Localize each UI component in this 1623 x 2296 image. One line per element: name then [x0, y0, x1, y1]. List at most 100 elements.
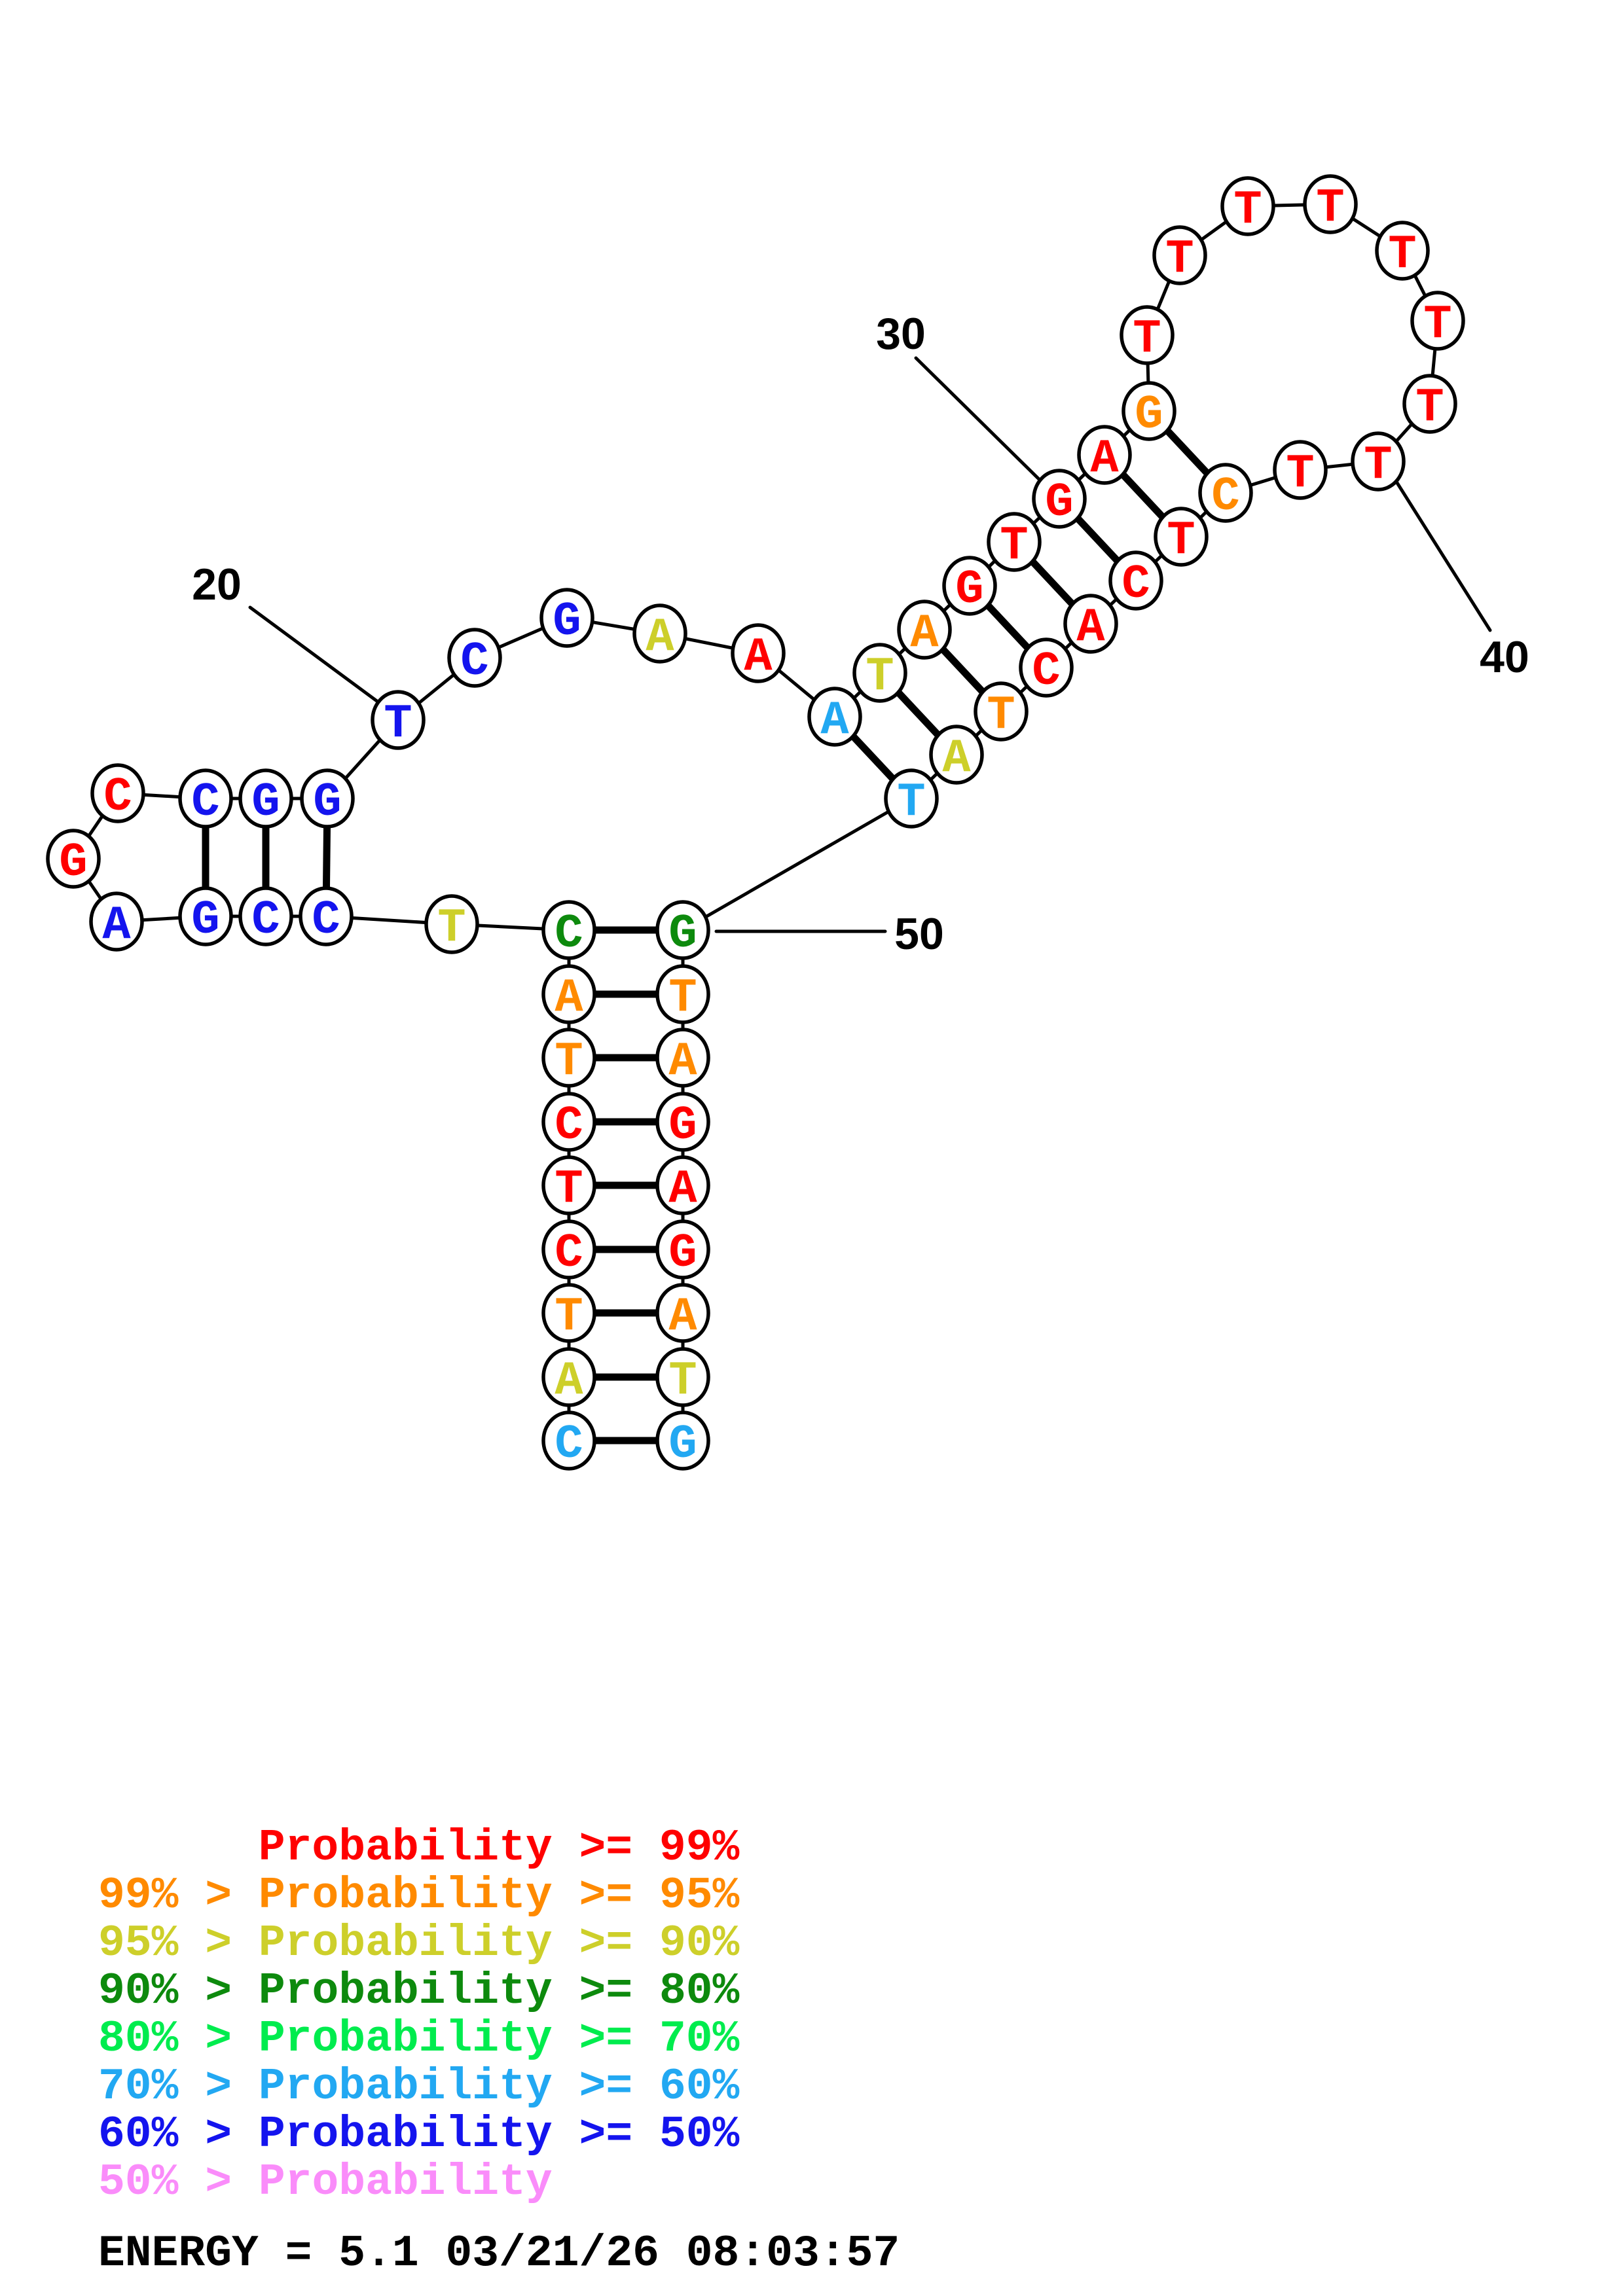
nucleotide: G: [178, 886, 233, 947]
nucleotide-base: A: [646, 611, 674, 664]
nucleotide-circle: [655, 1028, 710, 1088]
nucleotide-circle: [655, 1283, 710, 1343]
nucleotide-circle: [1303, 174, 1358, 234]
nucleotide: T: [1273, 440, 1328, 501]
nucleotide-circle: [1198, 463, 1253, 523]
nucleotide-circle: [731, 623, 786, 683]
nucleotide-base: A: [555, 1354, 583, 1408]
nucleotide-base: T: [555, 1162, 583, 1216]
footer: ENERGY = 5.1 03/21/26 08:03:57: [98, 2229, 900, 2279]
nucleotide: G: [539, 588, 594, 649]
nucleotide-circle: [541, 1028, 596, 1088]
nucleotide-circle: [424, 894, 479, 954]
legend-line: 50% > Probability: [98, 2157, 553, 2208]
nucleotide-base: C: [555, 1418, 583, 1471]
nucleotide: T: [1303, 174, 1358, 235]
nucleotide-circle: [1220, 176, 1275, 236]
nucleotide-circle: [1273, 440, 1328, 500]
nucleotide: T: [371, 690, 426, 751]
nucleotide: T: [655, 964, 710, 1025]
nucleotide: G: [1032, 469, 1087, 529]
nucleotide-base: G: [668, 1099, 697, 1153]
nucleotide-base: T: [555, 1035, 583, 1088]
nucleotide-base: T: [1165, 232, 1194, 286]
nucleotide: T: [1402, 374, 1457, 435]
nucleotide-circle: [1063, 594, 1118, 654]
nucleotide-circle: [852, 643, 907, 703]
nucleotide-base: G: [251, 776, 280, 829]
nucleotide-base: A: [942, 732, 971, 785]
nucleotide-circle: [655, 1347, 710, 1407]
nucleotide-base: G: [553, 595, 581, 649]
nucleotide-circle: [1108, 550, 1163, 611]
nucleotide: G: [655, 1092, 710, 1153]
label-pointer-lines: [248, 356, 1492, 933]
nucleotide-base: A: [1090, 432, 1119, 486]
legend-line: 70% > Probability >= 60%: [98, 2062, 740, 2112]
energy-text: ENERGY = 5.1 03/21/26 08:03:57: [98, 2229, 900, 2279]
nucleotide-base: G: [1045, 476, 1073, 529]
nucleotide: G: [942, 556, 997, 617]
nucleotide-base: C: [460, 635, 488, 689]
nucleotide: T: [1220, 176, 1275, 237]
nucleotide-base: T: [866, 650, 894, 704]
nucleotide-base: T: [1423, 298, 1451, 351]
nucleotide-circle: [541, 1219, 596, 1280]
nucleotide: C: [541, 900, 596, 961]
nucleotide-circle: [655, 1219, 710, 1280]
nucleotide: C: [178, 768, 233, 829]
nucleotide-base: G: [668, 907, 697, 961]
nucleotide: C: [90, 763, 145, 824]
nucleotide-circle: [807, 687, 862, 747]
nucleotide-base: A: [668, 1290, 697, 1344]
nucleotide-circle: [541, 1347, 596, 1407]
nucleotide: T: [541, 1283, 596, 1344]
nucleotide: G: [238, 768, 293, 829]
nucleotide: T: [1154, 507, 1209, 567]
nucleotide-base: C: [191, 776, 219, 829]
nucleotide-base: C: [1032, 645, 1060, 698]
nucleotide-base: G: [191, 893, 219, 947]
position-label: 20: [192, 560, 242, 609]
nucleotide-circle: [1152, 225, 1207, 285]
nucleotide: A: [1063, 594, 1118, 655]
nucleotide: A: [632, 603, 687, 664]
nucleotide-circle: [541, 1155, 596, 1215]
nucleotide-base: C: [1122, 558, 1150, 611]
nucleotide-base: T: [897, 776, 925, 829]
nucleotide: C: [1108, 550, 1163, 611]
nucleotide-base: T: [1286, 447, 1314, 501]
legend-line: 90% > Probability >= 80%: [98, 1966, 740, 2017]
nucleotide-base: C: [555, 1099, 583, 1153]
nucleotide-circle: [541, 1092, 596, 1152]
nucleotide-circle: [897, 600, 952, 660]
nucleotide-base: G: [59, 836, 87, 889]
nucleotide-circle: [539, 588, 594, 648]
nucleotide-base: G: [313, 776, 341, 829]
nucleotide: C: [447, 628, 502, 689]
basepair-bonds: [202, 408, 1229, 1444]
nucleotide: G: [655, 1219, 710, 1280]
position-label: 50: [894, 909, 944, 959]
position-label-pointer: [248, 605, 385, 708]
legend-line: 95% > Probability >= 90%: [98, 1918, 740, 1969]
nucleotide-circle: [655, 964, 710, 1024]
nucleotide-circle: [1122, 381, 1176, 441]
nucleotide-circle: [541, 1410, 596, 1471]
position-label-pointer: [914, 356, 1048, 488]
nucleotide-base: A: [910, 607, 939, 660]
nucleotide: A: [929, 725, 984, 785]
nucleotide-base: T: [1415, 381, 1444, 435]
nucleotide-circle: [90, 763, 145, 823]
nucleotide-base: G: [668, 1227, 697, 1280]
nucleotide-base: A: [1076, 601, 1105, 655]
nucleotide: C: [299, 886, 354, 947]
legend-line: 80% > Probability >= 70%: [98, 2014, 740, 2064]
nucleotide-base: T: [1167, 514, 1195, 567]
nucleotide-circle: [632, 603, 687, 664]
nucleotide-base: A: [102, 899, 131, 952]
nucleotide: A: [89, 891, 144, 952]
nucleotide: T: [884, 768, 939, 829]
nucleotide-base: A: [668, 1162, 697, 1216]
